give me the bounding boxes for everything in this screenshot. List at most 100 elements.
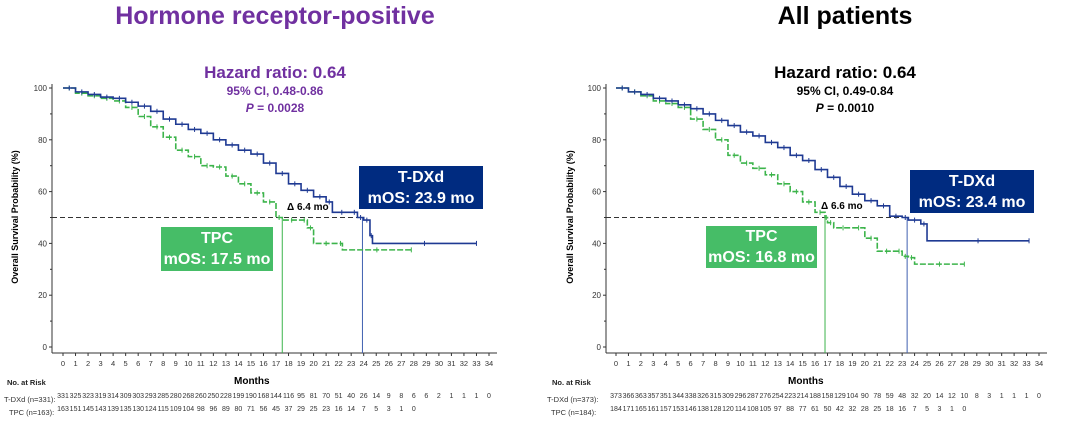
at-risk-value: 143 [95,406,107,413]
at-risk-value: 293 [145,393,157,400]
y-tick-label: 0 [43,343,48,352]
x-tick-label: 30 [985,359,993,368]
at-risk-value: 105 [759,406,771,413]
x-tick-label: 30 [435,359,443,368]
x-tick-label: 10 [736,359,744,368]
at-risk-value: 139 [107,406,119,413]
x-tick-label: 2 [639,359,643,368]
x-tick-label: 15 [247,359,255,368]
at-risk-value: 16 [335,406,343,413]
hazard-ratio-block: Hazard ratio: 0.64 95% CI, 0.49-0.84 P =… [695,63,995,117]
x-tick-label: 14 [234,359,242,368]
at-risk-value: 326 [697,393,709,400]
at-risk-value: 6 [424,393,428,400]
panel-all-patients: All patients Hazard ratio: 0.64 95% CI, … [540,0,1080,429]
x-tick-label: 14 [786,359,794,368]
y-tick-label: 100 [34,84,48,93]
x-tick-label: 27 [948,359,956,368]
x-tick-label: 24 [360,359,368,368]
x-tick-label: 13 [774,359,782,368]
at-risk-value: 1 [475,393,479,400]
x-tick-label: 33 [472,359,480,368]
at-risk-value: 0 [412,406,416,413]
x-tick-label: 32 [460,359,468,368]
at-risk-value: 0 [962,406,966,413]
x-tick-label: 0 [614,359,618,368]
x-tick-label: 15 [798,359,806,368]
at-risk-value: 37 [285,406,293,413]
at-risk-value: 124 [145,406,157,413]
at-risk-value: 115 [158,406,169,413]
at-risk-value: 1 [950,406,954,413]
at-risk-value: 95 [297,393,305,400]
at-risk-value: 250 [208,393,220,400]
at-risk-value: 7 [913,406,917,413]
at-risk-value: 303 [132,393,144,400]
at-risk-value: 144 [270,393,282,400]
at-risk-value: 130 [132,406,144,413]
x-tick-label: 2 [86,359,90,368]
at-risk-value: 3 [938,406,942,413]
x-tick-label: 23 [898,359,906,368]
at-risk-value: 104 [847,393,859,400]
at-risk-value: 28 [861,406,869,413]
x-tick-label: 21 [873,359,881,368]
at-risk-value: 114 [735,406,746,413]
at-risk-value: 2 [437,393,441,400]
y-tick-label: 0 [597,343,602,352]
at-risk-value: 1 [449,393,453,400]
at-risk-value: 157 [660,406,672,413]
at-risk-value: 138 [697,406,709,413]
tdxd-box-mos: mOS: 23.4 mo [918,193,1026,211]
at-risk-value: 14 [347,406,355,413]
tpc-median-box: TPC mOS: 17.5 mo [161,227,273,271]
at-risk-value: 319 [95,393,107,400]
x-tick-label: 4 [111,359,115,368]
hazard-ratio-block: Hazard ratio: 0.64 95% CI, 0.48-0.86 P =… [125,63,425,117]
at-risk-value: 338 [685,393,697,400]
x-tick-label: 25 [923,359,931,368]
at-risk-value: 116 [283,393,294,400]
tpc-box-name: TPC [201,230,233,247]
at-risk-value: 5 [925,406,929,413]
at-risk-value: 0 [1037,393,1041,400]
at-risk-value: 254 [772,393,784,400]
at-risk-value: 285 [157,393,169,400]
at-risk-value: 61 [811,406,819,413]
at-risk-value: 1 [1025,393,1029,400]
at-risk-value: 363 [635,393,647,400]
y-tick-label: 60 [592,188,601,197]
at-risk-value: 77 [799,406,807,413]
tdxd-median-box: T-DXd mOS: 23.9 mo [359,166,483,209]
at-risk-value: 8 [399,393,403,400]
at-risk-value: 12 [948,393,956,400]
at-risk-value: 296 [735,393,747,400]
at-risk-value: 97 [774,406,782,413]
x-tick-label: 26 [935,359,943,368]
chart-title: All patients [777,2,913,30]
x-tick-label: 4 [664,359,668,368]
x-tick-label: 31 [447,359,455,368]
p-label: P [815,101,824,115]
x-tick-label: 29 [422,359,430,368]
x-tick-label: 6 [136,359,140,368]
x-tick-label: 19 [848,359,856,368]
at-risk-value: 129 [834,393,846,400]
at-risk-value: 184 [610,406,622,413]
risk-row-label-tpc: TPC (n=163): [9,408,55,417]
x-tick-label: 9 [726,359,730,368]
at-risk-value: 71 [247,406,255,413]
at-risk-value: 128 [710,406,722,413]
median-difference-label: Δ 6.4 mo [287,202,329,213]
at-risk-value: 1 [1012,393,1016,400]
at-risk-value: 199 [233,393,245,400]
x-tick-label: 34 [1035,359,1043,368]
tdxd-box-mos: mOS: 23.9 mo [367,189,475,207]
at-risk-value: 26 [360,393,368,400]
risk-table-title: No. at Risk [7,378,46,387]
at-risk-value: 314 [107,393,119,400]
at-risk-value: 223 [784,393,796,400]
x-tick-label: 1 [73,359,77,368]
